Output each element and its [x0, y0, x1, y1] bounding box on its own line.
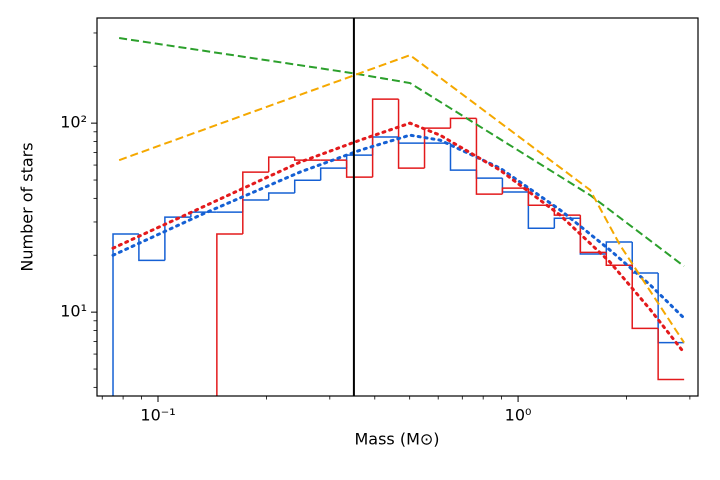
histogram-bin: [501, 187, 529, 195]
histogram-bin: [371, 136, 399, 156]
x-tick-label: 10⁻¹: [140, 406, 175, 425]
histogram-bin: [397, 99, 425, 169]
histogram-bin: [553, 205, 581, 216]
axes-frame: [96, 17, 699, 397]
histogram-bin: [293, 157, 321, 161]
y-axis-label: Number of stars: [18, 142, 37, 271]
x-tick-label: 10⁰: [505, 406, 532, 425]
line-dashed: [118, 37, 685, 268]
histogram-bin: [449, 143, 477, 171]
histogram-bin: [267, 192, 295, 201]
y-tick-label: 10²: [60, 113, 87, 132]
histogram-bin: [242, 171, 269, 235]
line-dotted: [111, 133, 686, 320]
histogram-bin: [345, 154, 373, 169]
histogram-bin: [475, 118, 503, 195]
histogram-bin: [112, 233, 139, 396]
histogram-bin: [164, 216, 191, 261]
line-dashed: [118, 54, 685, 344]
histogram-bin: [242, 199, 269, 213]
histogram-bin: [371, 98, 399, 178]
histogram-bin: [605, 241, 633, 255]
histogram-bin: [267, 156, 295, 173]
histogram-bin: [319, 167, 347, 181]
histogram-bin: [216, 233, 243, 396]
x-axis-label: Mass (M⊙): [354, 430, 439, 449]
histogram-bin: [345, 160, 373, 178]
plot-area: [111, 18, 686, 396]
y-tick-label: 10¹: [60, 302, 87, 321]
histogram-bin: [657, 328, 685, 381]
histogram-bin: [631, 265, 659, 330]
histogram-bin: [293, 179, 321, 193]
histogram-bin: [449, 117, 477, 129]
histogram-bin: [475, 170, 503, 179]
line-dotted: [111, 121, 686, 355]
